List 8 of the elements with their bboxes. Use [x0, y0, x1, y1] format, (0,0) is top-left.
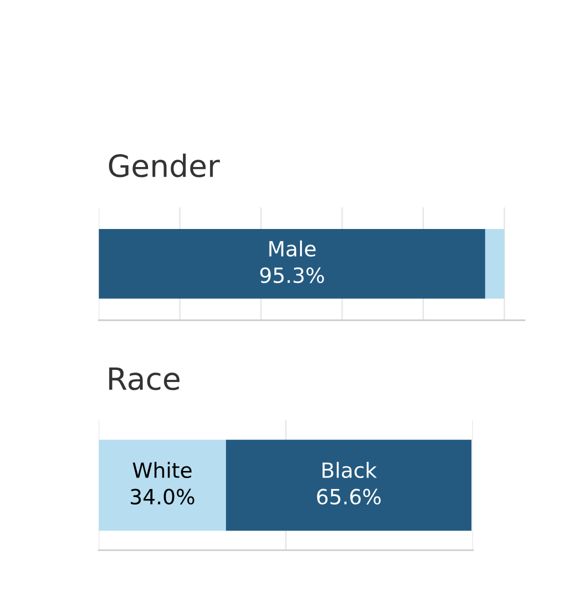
series-label: White	[132, 462, 192, 478]
chart-title: Race	[109, 367, 180, 390]
data-label: 34.0%	[130, 488, 194, 505]
chart-title: Gender	[108, 154, 220, 178]
data-label: 65.6%	[317, 488, 381, 505]
series-label: Black	[322, 462, 377, 478]
series-label: Male	[269, 240, 316, 257]
data-label: 95.3%	[260, 267, 324, 284]
